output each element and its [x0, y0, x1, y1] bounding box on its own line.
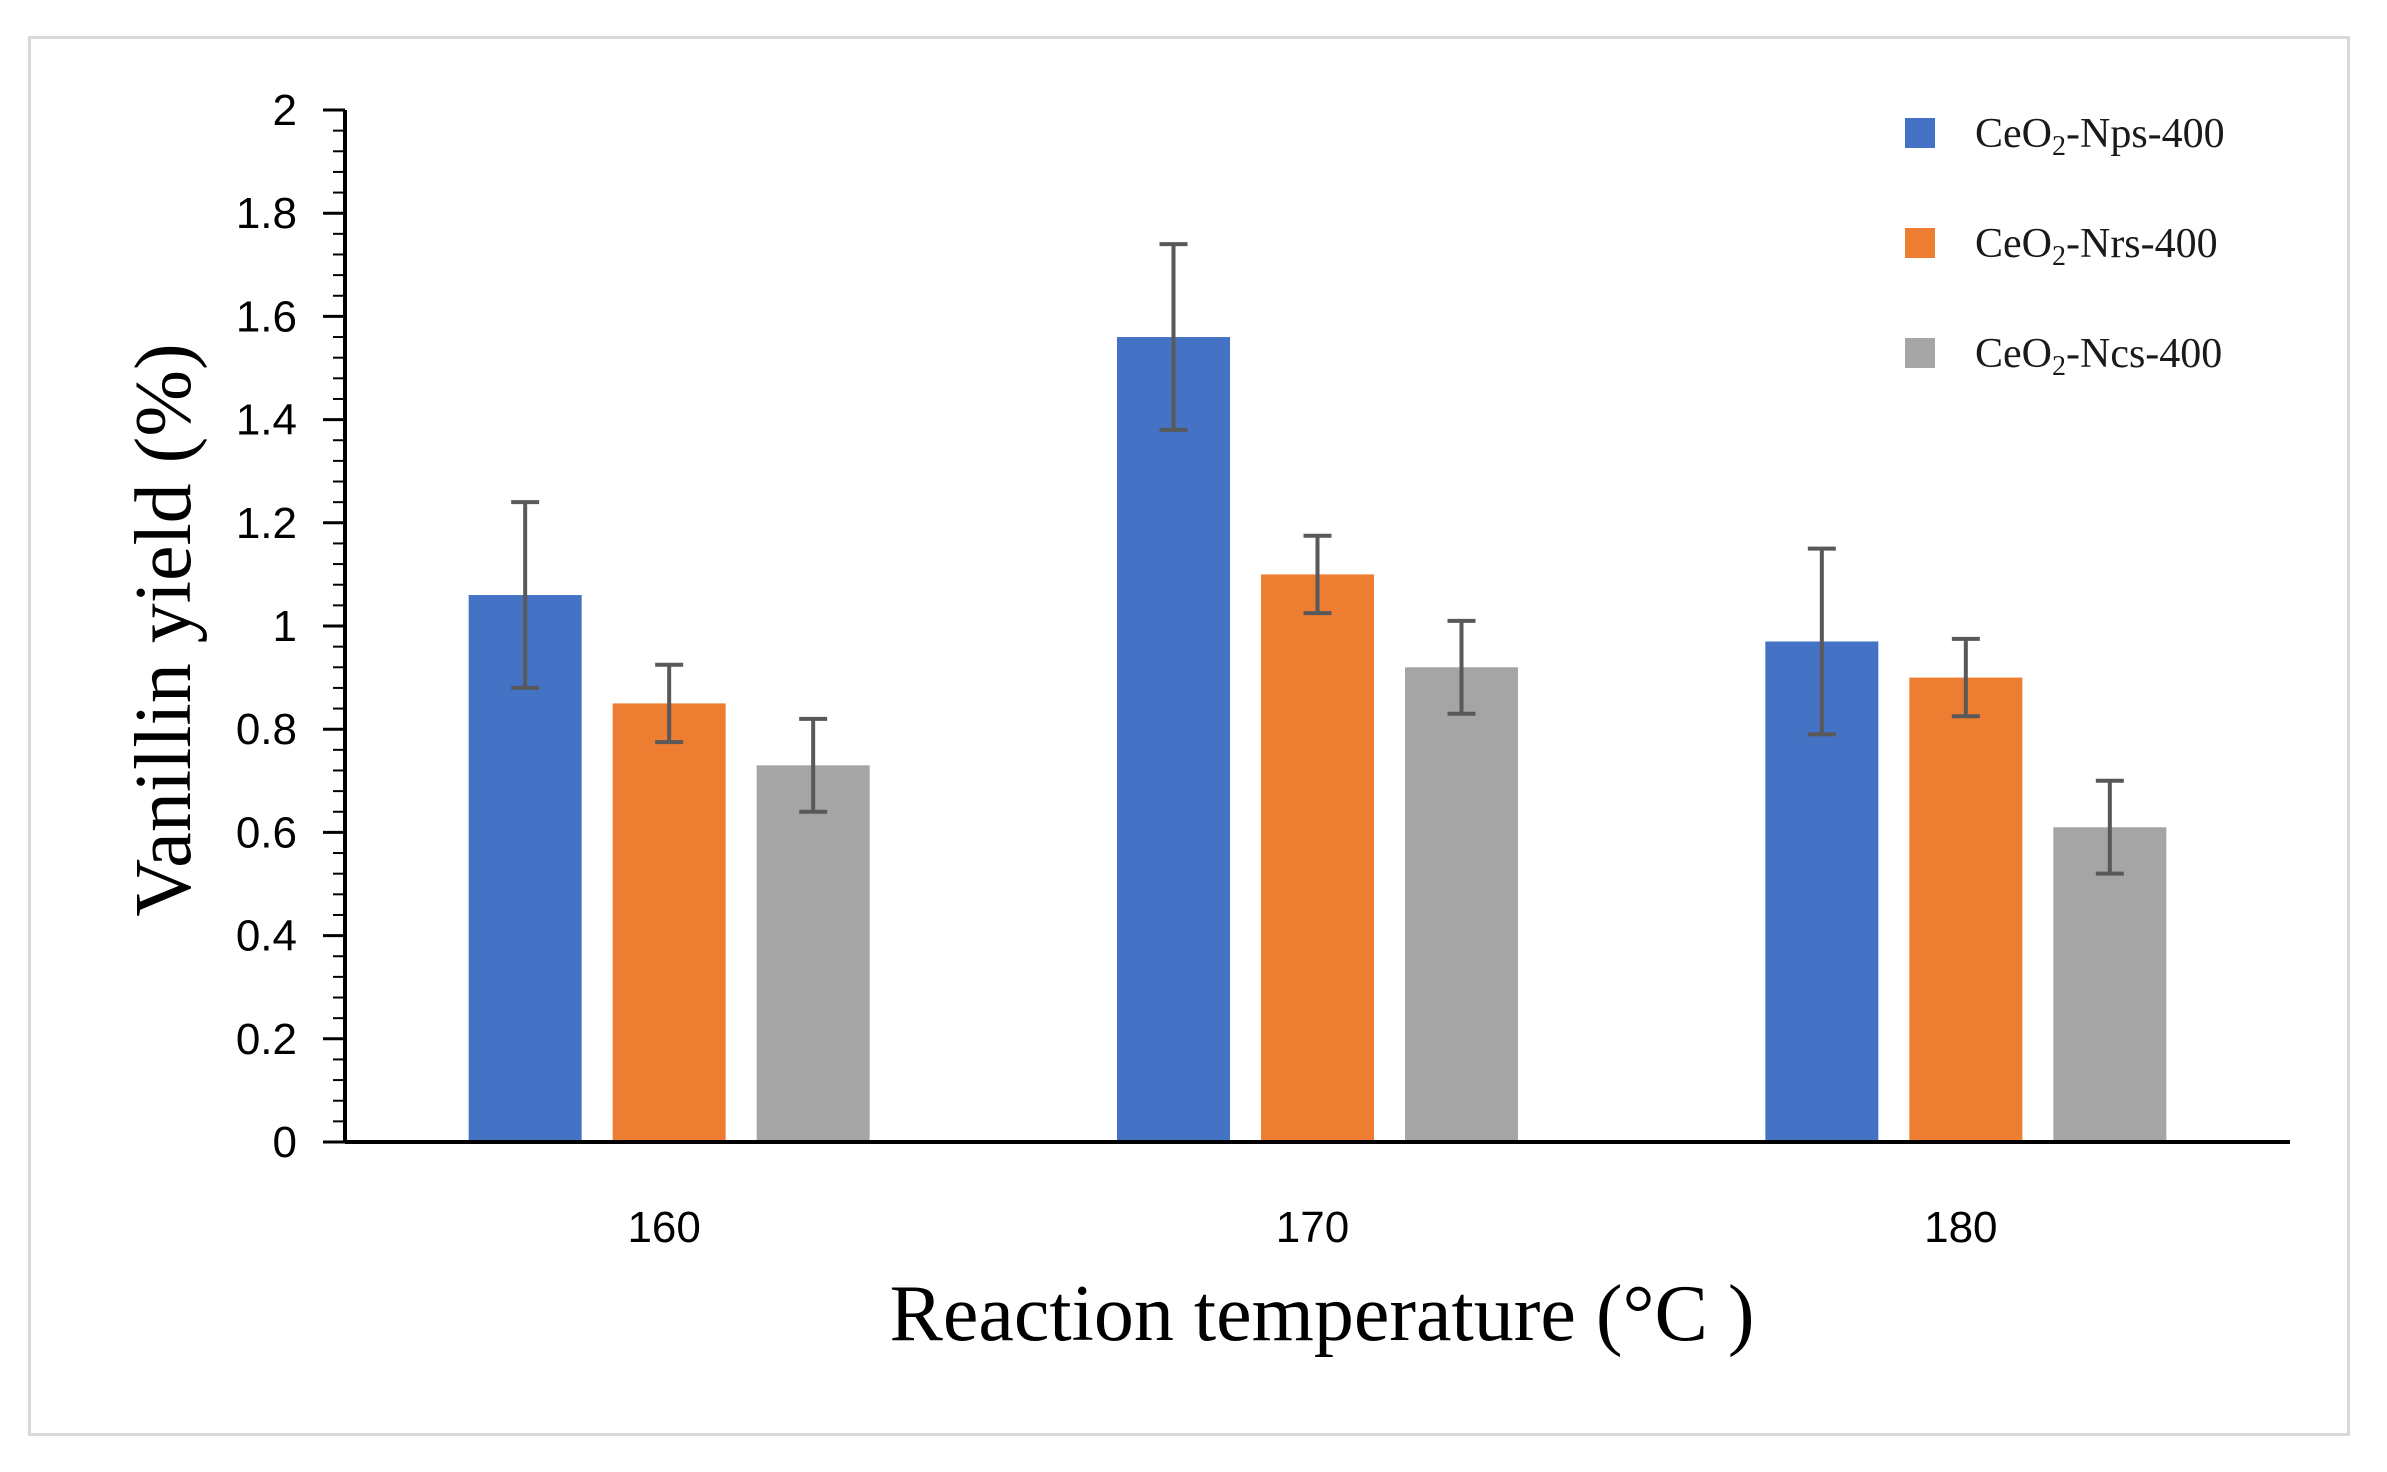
- legend: CeO2-Nps-400 CeO2-Nrs-400 CeO2-Ncs-400: [1905, 111, 2225, 382]
- y-tick-label: 1: [273, 602, 297, 651]
- y-tick-label: 1.4: [236, 396, 297, 445]
- y-tick-label: 0: [273, 1118, 297, 1167]
- bar: [1117, 337, 1230, 1142]
- x-axis-ticks: 160 170 180: [627, 1203, 1997, 1252]
- y-tick-label: 2: [273, 86, 297, 135]
- axes: [343, 110, 2290, 1144]
- bar: [756, 765, 870, 1142]
- bar: [1261, 574, 1374, 1142]
- bar: [1909, 677, 2023, 1142]
- bar: [612, 703, 726, 1142]
- bar: [2053, 827, 2167, 1142]
- y-tick-label: 1.8: [236, 189, 297, 238]
- y-tick-label: 1.6: [236, 292, 297, 341]
- y-tick-label: 0.2: [236, 1015, 297, 1064]
- legend-swatch: [1905, 228, 1935, 258]
- y-tick-label: 0.8: [236, 705, 297, 754]
- legend-label: CeO2-Nrs-400: [1975, 221, 2218, 272]
- error-bars: [511, 242, 2124, 876]
- y-tick-label: 0.4: [236, 912, 297, 961]
- y-tick-label: 0.6: [236, 808, 297, 857]
- legend-swatch: [1905, 338, 1935, 368]
- y-axis-ticks: 0 0.2 0.4 0.6 0.8 1 1.2 1.4 1.6 1.8 2: [236, 86, 345, 1167]
- legend-label: CeO2-Nps-400: [1975, 111, 2225, 162]
- x-tick-label: 180: [1924, 1203, 1997, 1252]
- y-tick-label: 1.2: [236, 499, 297, 548]
- bar: [1405, 667, 1518, 1142]
- legend-swatch: [1905, 118, 1935, 148]
- y-axis-title: Vanillin yield (%): [120, 343, 208, 916]
- bars: [468, 337, 2167, 1142]
- x-tick-label: 160: [627, 1203, 700, 1252]
- legend-label: CeO2-Ncs-400: [1975, 331, 2222, 382]
- x-axis-title: Reaction temperature (°C ): [890, 1270, 1755, 1358]
- x-tick-label: 170: [1276, 1203, 1349, 1252]
